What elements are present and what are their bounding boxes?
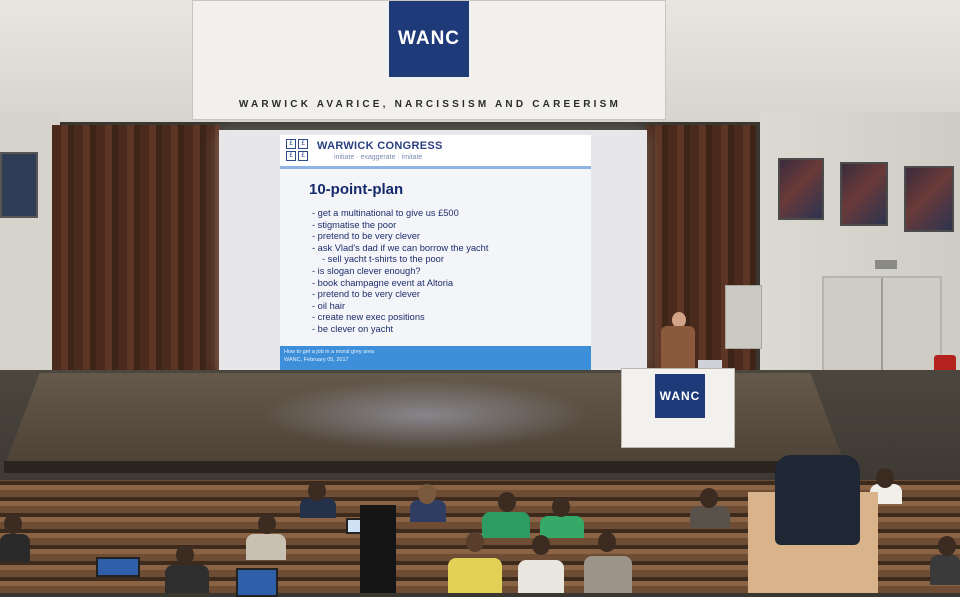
slide-footer-line1: How to get a job in a moral grey area <box>284 349 375 355</box>
exit-sign <box>875 260 897 269</box>
audience-member <box>300 498 336 518</box>
wall-painting <box>840 162 888 226</box>
audience-member <box>410 500 446 522</box>
audience-member <box>518 560 564 593</box>
list-item: - get a multinational to give us £500 <box>312 208 459 218</box>
curtain-left <box>52 125 220 375</box>
audience-member <box>0 534 30 562</box>
speaker-head <box>672 312 686 328</box>
audience-member <box>930 555 960 585</box>
list-item: - oil hair <box>312 300 346 311</box>
audience-head <box>258 514 276 534</box>
stage-reflection <box>260 380 590 450</box>
audience-member <box>540 516 584 538</box>
logo-cell: £ <box>286 139 296 149</box>
laptop-screen <box>96 557 140 577</box>
laptop <box>698 360 722 370</box>
list-item: - is slogan clever enough? <box>312 265 421 276</box>
audience-head <box>700 488 718 508</box>
wall-panel <box>725 285 762 349</box>
logo-cell: £ <box>298 151 308 161</box>
audience-head <box>308 481 326 501</box>
audience-head <box>532 535 550 555</box>
list-item: - pretend to be very clever <box>312 231 420 242</box>
audience-head <box>938 536 956 556</box>
audience-member <box>165 565 209 593</box>
list-item: - sell yacht t-shirts to the poor <box>322 254 444 265</box>
slide-title: 10-point-plan <box>309 181 404 198</box>
audience-member <box>246 534 286 560</box>
wall-painting <box>904 166 954 232</box>
audience-head <box>552 497 570 517</box>
slide-footer <box>280 346 591 372</box>
wanc-logo: WANC <box>389 1 469 77</box>
slide-footer-line2: WANC, February 05, 2017 <box>284 357 349 363</box>
audience-head <box>418 484 436 504</box>
slide-header-rule <box>280 166 591 169</box>
list-item: - create new exec positions <box>312 312 425 323</box>
list-item: - book champagne event at Altoria <box>312 277 454 288</box>
laptop-screen <box>236 568 278 597</box>
presentation-slide: £ £ £ £ WARWICK CONGRESS initiate · exag… <box>280 135 591 372</box>
slide-org-subtitle: initiate · exaggerate · imitate <box>334 154 423 161</box>
left-wall-screen <box>0 152 38 218</box>
wall-painting <box>778 158 824 220</box>
audience-member <box>448 558 502 593</box>
audience-member <box>482 512 530 538</box>
stage-edge <box>4 461 846 473</box>
list-item: - ask Vlad's dad if we can borrow the ya… <box>312 242 489 253</box>
door-divider <box>881 278 883 404</box>
video-camera <box>360 505 396 593</box>
banner-tagline: WARWICK AVARICE, NARCISSISM AND CAREERIS… <box>238 99 622 110</box>
audience-member <box>584 556 632 593</box>
list-item: - pretend to be very clever <box>312 289 420 300</box>
logo-cell: £ <box>286 151 296 161</box>
audience-head <box>598 532 616 552</box>
congress-logo-icon: £ £ £ £ <box>286 139 308 161</box>
header-banner: WANC WARWICK AVARICE, NARCISSISM AND CAR… <box>192 0 666 120</box>
slide-header <box>280 135 591 166</box>
audience-head <box>876 468 894 488</box>
audience-member <box>870 484 902 504</box>
podium-wanc-logo: WANC <box>655 374 705 418</box>
equipment-bag <box>775 455 860 545</box>
audience-head <box>466 532 484 552</box>
list-item: - stigmatise the poor <box>312 219 397 230</box>
audience-member <box>690 506 730 528</box>
audience-head <box>498 492 516 512</box>
audience-head <box>4 514 22 534</box>
podium: WANC <box>621 368 735 448</box>
slide-org-name: WARWICK CONGRESS <box>317 140 443 152</box>
audience-head <box>176 545 194 565</box>
speaker <box>661 326 695 368</box>
slide-bullet-list: - get a multinational to give us £500 - … <box>312 208 488 336</box>
logo-cell: £ <box>298 139 308 149</box>
list-item: - be clever on yacht <box>312 323 394 334</box>
